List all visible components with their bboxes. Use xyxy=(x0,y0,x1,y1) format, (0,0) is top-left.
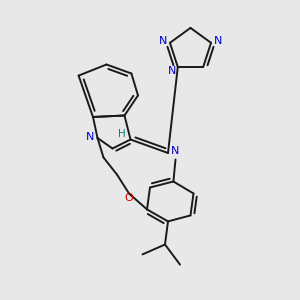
Text: N: N xyxy=(214,36,222,46)
Text: N: N xyxy=(170,146,179,157)
Text: N: N xyxy=(159,36,167,46)
Text: N: N xyxy=(168,66,176,76)
Text: H: H xyxy=(118,129,126,139)
Text: O: O xyxy=(124,193,134,203)
Text: N: N xyxy=(85,132,94,142)
